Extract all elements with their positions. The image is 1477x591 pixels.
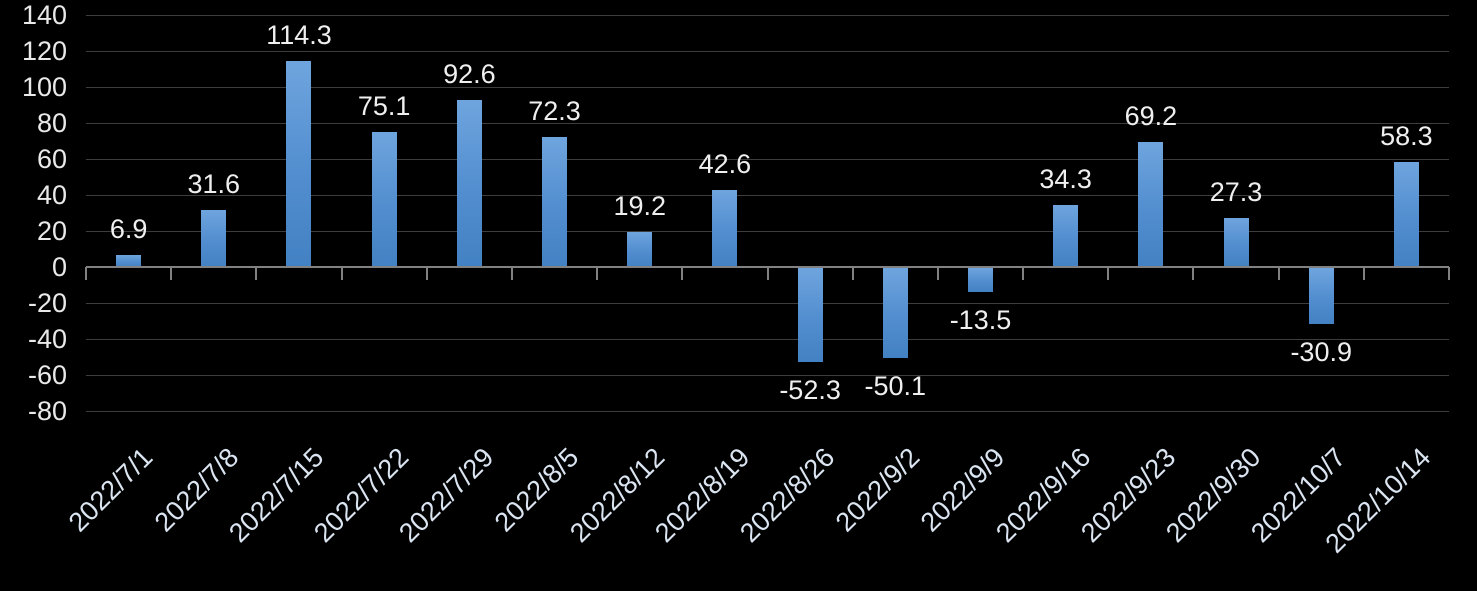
gridline [86,375,1449,376]
bar[interactable] [1053,205,1079,267]
y-axis-tick-label: 80 [36,108,67,138]
bar-value-label: -52.3 [779,375,841,406]
axis-tick [1192,267,1195,280]
bar-value-label: 72.3 [528,95,581,126]
gridline [86,159,1449,160]
bar[interactable] [371,131,397,267]
bar[interactable] [201,210,227,267]
bar-value-label: 69.2 [1124,101,1178,132]
bar[interactable] [797,268,823,363]
gridline [86,339,1449,340]
bar[interactable] [882,268,908,359]
axis-tick [1107,267,1110,280]
x-axis-category-label: 2022/7/1 [63,442,159,538]
bar[interactable] [712,190,738,267]
bar[interactable] [456,100,482,267]
bar[interactable] [1138,142,1164,267]
bar-value-label: 58.3 [1380,121,1433,152]
axis-tick [766,267,769,280]
gridline [86,303,1449,304]
bar[interactable] [116,254,142,267]
axis-tick [170,267,173,280]
bar[interactable] [1393,162,1419,267]
bar[interactable] [286,61,312,267]
y-axis-tick-label: -40 [27,324,67,354]
y-axis-tick-label: 0 [51,252,67,282]
y-axis-tick-label: 60 [36,144,67,174]
bar-value-label: 42.6 [698,149,752,180]
y-axis-tick-label: -80 [27,396,67,426]
y-axis-tick-label: -60 [27,360,67,390]
gridline [86,51,1449,52]
bar-value-label: 6.9 [109,213,148,244]
y-axis-tick-label: 40 [36,180,67,210]
gridline [86,87,1449,88]
axis-tick [85,267,87,280]
y-axis-tick-label: 140 [21,0,67,30]
gridline [86,231,1449,232]
y-axis-tick-label: 100 [21,72,67,102]
axis-tick [1277,267,1280,280]
bar[interactable] [627,232,653,267]
bar[interactable] [967,268,993,293]
axis-tick [851,267,854,280]
bar-value-label: 75.1 [357,90,411,121]
bar-value-label: -30.9 [1290,336,1352,367]
bar-value-label: 27.3 [1209,176,1263,207]
axis-tick [681,267,684,280]
y-axis-tick-label: 120 [21,36,67,66]
bar-value-label: 19.2 [613,191,666,222]
bar[interactable] [1223,217,1249,267]
axis-tick [1362,267,1365,280]
axis-tick [255,267,258,280]
y-axis-tick-label: -20 [27,288,67,318]
axis-tick [510,267,513,280]
bar-value-label: 92.6 [443,59,496,90]
gridline [86,15,1449,16]
bar[interactable] [542,136,568,267]
bar-value-label: -13.5 [949,305,1012,336]
gridline [86,123,1449,124]
axis-tick [596,267,599,280]
x-axis-category-label: 2022/9/2 [829,442,926,538]
axis-tick [425,267,428,280]
y-axis-tick-label: 20 [36,216,67,246]
bar-value-label: 34.3 [1039,164,1092,195]
bar-value-label: -50.1 [864,371,927,402]
axis-tick [1448,267,1450,280]
bar[interactable] [1308,268,1334,324]
axis-tick [340,267,343,280]
gridline [86,195,1449,196]
bar-value-label: 31.6 [187,169,241,200]
bar-value-label: 114.3 [266,20,332,51]
axis-tick [1022,267,1025,280]
gridline [86,411,1449,412]
axis-tick [936,267,939,280]
